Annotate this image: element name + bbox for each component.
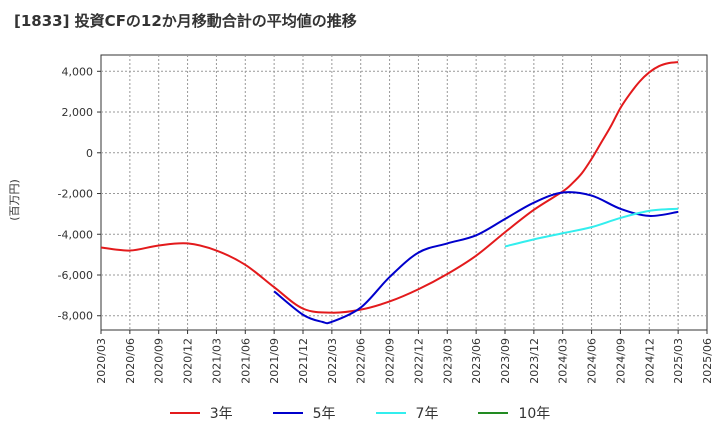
legend-item: 5年: [272, 403, 336, 423]
x-tick-label: 2021/06: [239, 338, 252, 384]
y-tick-label: -8,000: [58, 310, 93, 323]
grid-lines: [101, 55, 707, 330]
x-tick-label: 2023/09: [499, 338, 512, 384]
chart-title: [1833] 投資CFの12か月移動合計の平均値の推移: [14, 12, 357, 30]
x-axis-ticks: 2020/03 2020/06 2020/09 2020/12 2021/03 2021/…: [95, 330, 714, 384]
y-tick-label: 0: [86, 147, 93, 160]
legend-label: 5年: [312, 406, 336, 422]
x-tick-label: 2020/06: [124, 338, 137, 384]
plot-area: [100, 54, 708, 331]
legend-swatch: [272, 412, 303, 414]
x-tick-label: 2021/03: [210, 338, 223, 384]
legend-swatch: [169, 412, 200, 414]
x-tick-label: 2023/06: [470, 338, 483, 384]
x-tick-label: 2021/12: [297, 338, 310, 384]
y-tick-label: -2,000: [58, 188, 93, 201]
legend-label: 3年: [209, 406, 233, 422]
x-tick-label: 2020/12: [182, 338, 195, 384]
y-tick-label: -4,000: [58, 228, 93, 241]
y-tick-label: 2,000: [62, 106, 94, 119]
x-tick-label: 2025/06: [701, 338, 714, 384]
x-tick-label: 2020/03: [95, 338, 108, 384]
legend-item: 3年: [169, 403, 233, 423]
x-tick-label: 2022/03: [326, 338, 339, 384]
x-tick-label: 2023/12: [528, 338, 541, 384]
x-tick-label: 2024/12: [643, 338, 656, 384]
x-tick-label: 2025/03: [672, 338, 685, 384]
x-tick-label: 2021/09: [268, 338, 281, 384]
series-line-5年: [273, 191, 679, 325]
y-tick-label: -6,000: [58, 269, 93, 282]
x-tick-label: 2024/06: [586, 338, 599, 384]
y-axis-ticks: 4,000 2,000 0 -2,000 -4,000 -6,000 -8,000: [58, 65, 101, 323]
legend-item: 7年: [375, 403, 439, 423]
y-axis-label: (百万円): [8, 179, 21, 221]
legend-swatch: [478, 412, 509, 414]
legend-label: 10年: [518, 406, 551, 422]
series-line-3年: [100, 61, 679, 314]
x-tick-label: 2022/06: [355, 338, 368, 384]
y-tick-label: 4,000: [62, 65, 94, 78]
x-tick-label: 2024/03: [557, 338, 570, 384]
series-lines: [100, 61, 679, 325]
legend-item: 10年: [478, 403, 550, 423]
legend: 3年 5年 7年 10年: [0, 403, 720, 423]
x-tick-label: 2020/09: [153, 338, 166, 384]
series-line-7年: [504, 207, 679, 248]
x-tick-label: 2022/12: [412, 338, 425, 384]
legend-swatch: [375, 412, 406, 414]
x-tick-label: 2024/09: [614, 338, 627, 384]
x-tick-label: 2023/03: [441, 338, 454, 384]
legend-label: 7年: [415, 406, 439, 422]
x-tick-label: 2022/09: [384, 338, 397, 384]
